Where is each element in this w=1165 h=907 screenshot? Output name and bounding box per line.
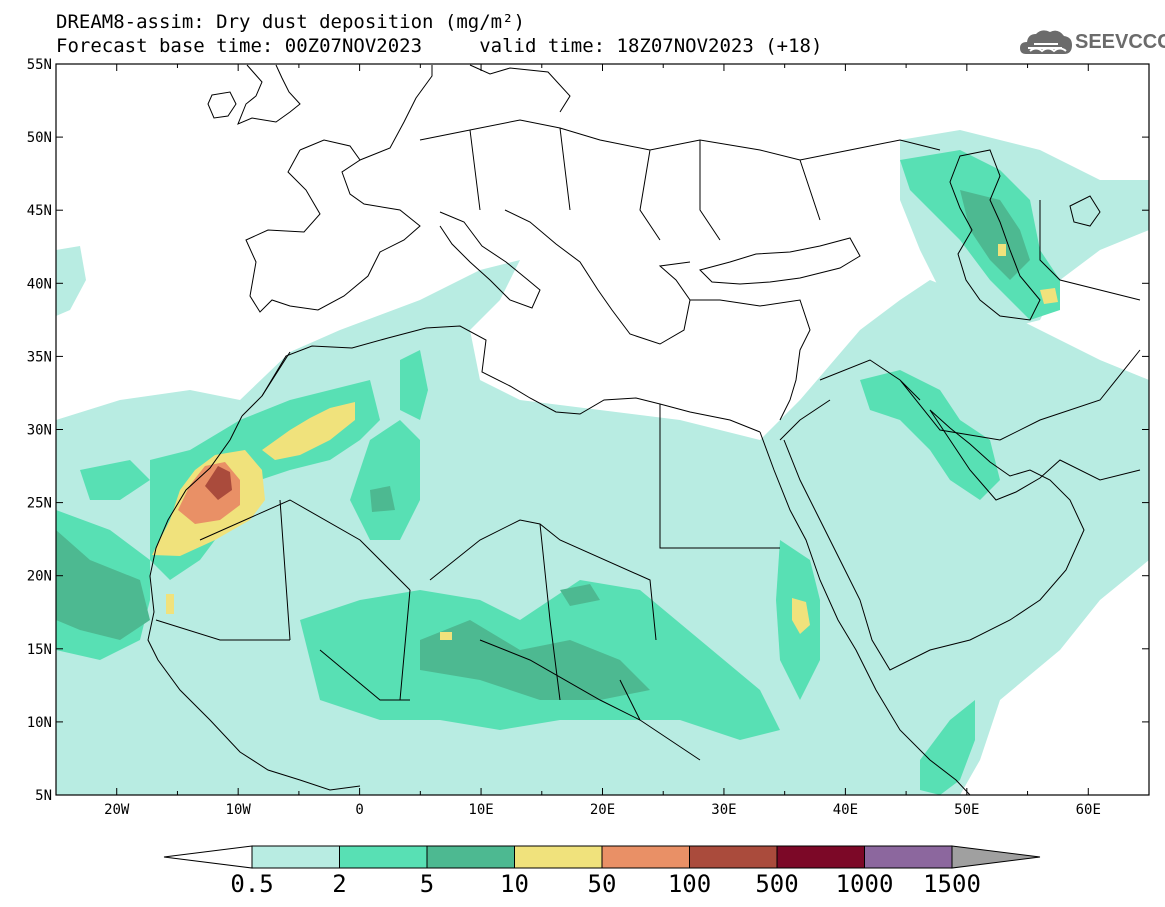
dust-level-6-areas bbox=[205, 466, 232, 500]
colorbar-over-arrow bbox=[951, 845, 1041, 869]
lat-tick-label: 25N bbox=[27, 496, 52, 512]
lvl2-patch-9 bbox=[80, 460, 150, 500]
colorbar-label: 100 bbox=[668, 870, 711, 898]
coastline-italy bbox=[439, 211, 541, 309]
border-africa-2 bbox=[155, 499, 701, 761]
map-axes: 20W 10W 0 10E 20E 30E 40E 50E 60E 55N 50N 45N 40N 35N… bbox=[27, 57, 1150, 818]
coastline-uk bbox=[237, 64, 301, 125]
coastline-black-sea bbox=[699, 237, 861, 285]
lat-tick-label: 5N bbox=[35, 788, 52, 804]
border-middle-east bbox=[779, 200, 1141, 441]
lvl3-patch-4 bbox=[370, 486, 395, 512]
coastline-turkey-levant bbox=[690, 299, 811, 421]
coastline-west-europe bbox=[245, 139, 421, 313]
seevccc-logo: SEEVCCC bbox=[1018, 24, 1165, 64]
colorbar-segment bbox=[689, 845, 778, 869]
lvl3-patch-1 bbox=[420, 620, 650, 700]
lvl2-patch-3 bbox=[350, 420, 420, 540]
lat-tick-label: 15N bbox=[27, 642, 52, 658]
border-africa-1 bbox=[261, 351, 780, 701]
lon-tick-label: 60E bbox=[1076, 802, 1101, 818]
lvl2-patch-8 bbox=[400, 350, 428, 420]
coastline-aral-sea bbox=[1069, 195, 1101, 227]
colorbar-segment bbox=[776, 845, 865, 869]
cloud-icon bbox=[1020, 30, 1072, 54]
lvl4-patch-1 bbox=[262, 402, 355, 460]
coastline-caspian-sea bbox=[949, 149, 1041, 321]
lvl3-patch-0 bbox=[56, 530, 150, 640]
lvl3-patch-3 bbox=[560, 584, 600, 606]
colorbar-segment bbox=[339, 845, 428, 869]
colorbar-segment bbox=[514, 845, 603, 869]
lon-tick-label: 20E bbox=[590, 802, 615, 818]
lat-tick-label: 50N bbox=[27, 130, 52, 146]
lvl4-patch-6 bbox=[166, 594, 174, 614]
coastlines-and-borders bbox=[147, 64, 1141, 795]
lat-tick-label: 10N bbox=[27, 715, 52, 731]
lat-tick-label: 45N bbox=[27, 203, 52, 219]
border-europe-1 bbox=[419, 119, 941, 241]
lon-tick-label: 10W bbox=[226, 802, 252, 818]
lvl2-patch-6 bbox=[860, 370, 1000, 500]
lat-tick-label: 30N bbox=[27, 423, 52, 439]
colorbar-segment bbox=[426, 845, 515, 869]
lvl4-patch-3 bbox=[1040, 288, 1058, 304]
colorbar-legend: 0.5 2 5 10 50 100 500 1000 1500 bbox=[163, 845, 1041, 898]
coastline-north-africa bbox=[241, 325, 761, 433]
coastline-ireland bbox=[207, 91, 237, 119]
colorbar-segment bbox=[864, 845, 953, 869]
colorbar-under-arrow bbox=[163, 845, 253, 869]
coastline-arabia bbox=[783, 409, 1085, 671]
colorbar-label: 10 bbox=[500, 870, 529, 898]
forecast-time-subtitle: Forecast base time: 00Z07NOV2023 valid t… bbox=[56, 35, 823, 57]
colorbar-label: 50 bbox=[588, 870, 617, 898]
colorbar-label: 1500 bbox=[923, 870, 981, 898]
colorbar-label: 1000 bbox=[836, 870, 894, 898]
coastline-red-sea-west bbox=[759, 431, 971, 795]
map-title: DREAM8-assim: Dry dust deposition (mg/m²… bbox=[56, 11, 525, 33]
colorbar-segment bbox=[601, 845, 690, 869]
colorbar-segment bbox=[251, 845, 340, 869]
lon-tick-label: 50E bbox=[954, 802, 979, 818]
colorbar-label: 0.5 bbox=[230, 870, 273, 898]
lvl6-patch-0 bbox=[205, 466, 232, 500]
lon-tick-label: 30E bbox=[711, 802, 736, 818]
lvl4-patch-4 bbox=[998, 244, 1006, 256]
dust-field-layer bbox=[56, 64, 1149, 795]
lvl1-patch-2 bbox=[56, 246, 86, 316]
colorbar-label: 5 bbox=[420, 870, 434, 898]
colorbar-label: 2 bbox=[332, 870, 346, 898]
lon-tick-label: 20W bbox=[104, 802, 130, 818]
colorbar-label: 500 bbox=[755, 870, 798, 898]
coastline-adriatic-balkans bbox=[504, 209, 691, 345]
coastline-persian-gulf bbox=[929, 409, 1141, 501]
lon-tick-label: 40E bbox=[833, 802, 858, 818]
lvl2-patch-7 bbox=[920, 700, 975, 795]
lvl4-patch-2 bbox=[792, 598, 810, 634]
lat-tick-label: 35N bbox=[27, 349, 52, 365]
coastline-west-africa bbox=[147, 415, 361, 791]
lat-tick-label: 40N bbox=[27, 276, 52, 292]
lon-tick-label: 0 bbox=[355, 802, 363, 818]
lat-tick-label: 55N bbox=[27, 57, 52, 73]
lat-tick-label: 20N bbox=[27, 569, 52, 585]
lvl4-patch-5 bbox=[440, 632, 452, 640]
lon-tick-label: 10E bbox=[468, 802, 493, 818]
coastline-north-europe bbox=[359, 64, 571, 161]
logo-text: SEEVCCC bbox=[1075, 31, 1165, 53]
